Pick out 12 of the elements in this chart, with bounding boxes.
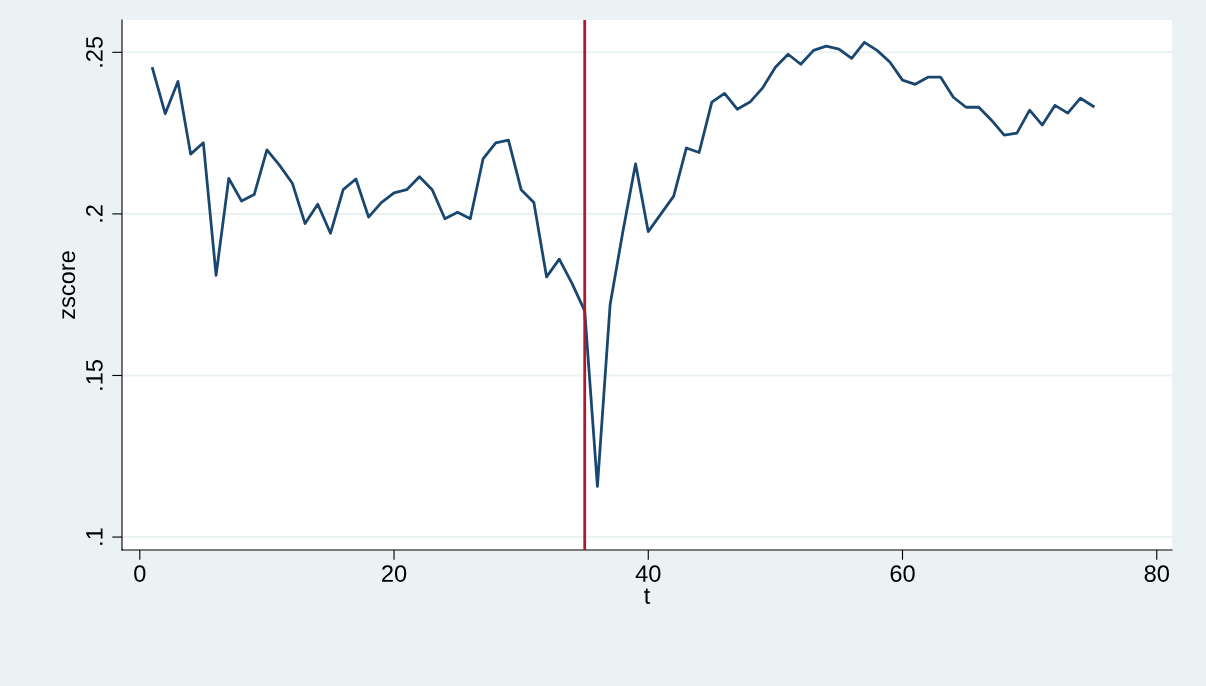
x-axis-title: t xyxy=(644,588,651,604)
y-tick-label: .25 xyxy=(86,36,103,67)
x-tick-label: 60 xyxy=(890,565,915,582)
x-tick-label: 40 xyxy=(635,565,661,582)
x-tick-label: 20 xyxy=(382,565,407,582)
y-axis-title: zscore xyxy=(62,251,76,319)
x-tick-label: 0 xyxy=(134,565,146,582)
y-tick-label: .15 xyxy=(86,360,103,390)
line-series xyxy=(151,40,1095,488)
y-tick-label: .2 xyxy=(86,205,103,222)
y-tick-label: .1 xyxy=(86,528,103,545)
x-tick-label: 80 xyxy=(1144,565,1169,582)
